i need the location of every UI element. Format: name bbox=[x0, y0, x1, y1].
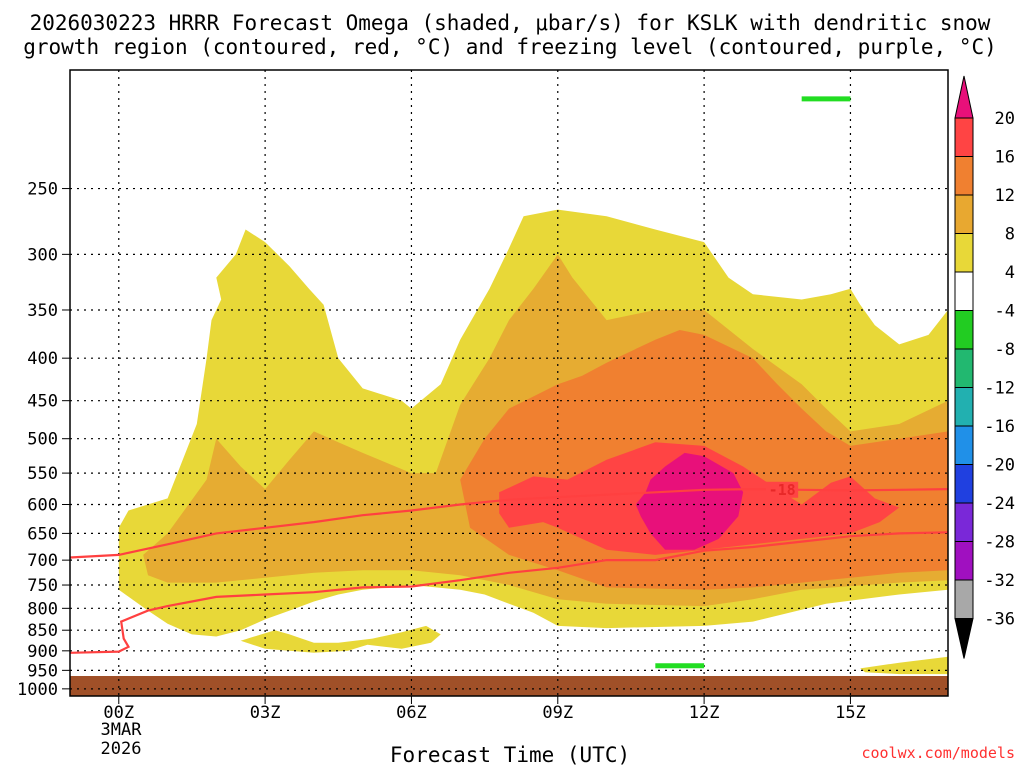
y-tick-label: 700 bbox=[27, 551, 58, 571]
chart-title-line2: growth region (contoured, red, °C) and f… bbox=[23, 35, 997, 59]
colorbar-level-label: -20 bbox=[984, 456, 1015, 476]
plot-area: -18 bbox=[69, 69, 949, 697]
colorbar-swatch-10 bbox=[954, 502, 974, 542]
colorbar-level-label: -32 bbox=[984, 571, 1015, 591]
colorbar-swatch-2 bbox=[954, 194, 974, 234]
colorbar-level-label: -36 bbox=[984, 610, 1015, 630]
colorbar-swatch-8 bbox=[954, 425, 974, 465]
colorbar-swatch-4 bbox=[954, 271, 974, 311]
colorbar-swatch-11 bbox=[954, 541, 974, 581]
y-tick-label: 550 bbox=[27, 464, 58, 484]
chart-title-line1: 2026030223 HRRR Forecast Omega (shaded, … bbox=[30, 11, 991, 35]
colorbar-level-label: 8 bbox=[1005, 225, 1015, 245]
colorbar: 20 16 12 8 4 -4 -8 -12 -16 -20 -24 -28 -32 -36 bbox=[954, 75, 1015, 659]
dendritic-isotherm-line-0 bbox=[69, 487, 949, 559]
colorbar-swatch-12 bbox=[954, 579, 974, 619]
plot-frame bbox=[69, 69, 949, 697]
colorbar-top-triangle bbox=[954, 75, 974, 119]
y-tick-label: 850 bbox=[27, 621, 58, 641]
colorbar-level-label: 20 bbox=[995, 109, 1015, 129]
x-axis-label: Forecast Time (UTC) bbox=[390, 743, 630, 767]
colorbar-swatch-7 bbox=[954, 387, 974, 427]
y-tick-label: 400 bbox=[27, 349, 58, 369]
colorbar-level-label: -28 bbox=[984, 533, 1015, 553]
colorbar-swatch-3 bbox=[954, 233, 974, 273]
x-date-year: 2026 bbox=[101, 739, 142, 759]
x-tick-label: 09Z bbox=[542, 703, 573, 723]
colorbar-swatch-1 bbox=[954, 156, 974, 196]
colorbar-level-label: 4 bbox=[1005, 263, 1015, 283]
y-tick-label: 950 bbox=[27, 661, 58, 681]
isotherm-label-bg bbox=[766, 481, 799, 498]
y-tick-label: 600 bbox=[27, 496, 58, 516]
x-axis-time: 00Z 03Z 06Z 09Z 12Z 15Z bbox=[103, 696, 866, 723]
y-axis-pressure: 2503003504004505005506006507007508008509… bbox=[17, 180, 70, 700]
ground-fill bbox=[70, 675, 948, 696]
colorbar-level-label: -8 bbox=[995, 340, 1015, 360]
omega-region->20-6 bbox=[635, 452, 744, 550]
x-tick-label: 00Z bbox=[103, 703, 134, 723]
colorbar-level-label: -4 bbox=[995, 302, 1015, 322]
x-date-month: 3MAR bbox=[101, 720, 143, 740]
x-tick-label: 06Z bbox=[396, 703, 427, 723]
x-tick-label: 03Z bbox=[250, 703, 281, 723]
omega-shaded-regions bbox=[118, 209, 949, 675]
y-tick-label: 250 bbox=[27, 180, 58, 200]
colorbar-level-label: 12 bbox=[995, 186, 1015, 206]
y-tick-label: 500 bbox=[27, 430, 58, 450]
ground-layer bbox=[70, 675, 948, 696]
omega-region-4-8-1 bbox=[240, 625, 441, 653]
colorbar-swatch-6 bbox=[954, 348, 974, 388]
contour-lines: -18 bbox=[69, 481, 949, 654]
y-tick-label: 1000 bbox=[17, 680, 58, 700]
colorbar-level-label: 16 bbox=[995, 148, 1015, 168]
y-tick-label: 750 bbox=[27, 576, 58, 596]
x-tick-label: 12Z bbox=[689, 703, 720, 723]
y-tick-label: 350 bbox=[27, 301, 58, 321]
freezing-level-marks bbox=[655, 96, 851, 669]
y-tick-label: 450 bbox=[27, 392, 58, 412]
omega-region-4-8-2 bbox=[860, 656, 948, 675]
isotherm-label: -18 bbox=[769, 481, 796, 499]
colorbar-swatch-5 bbox=[954, 310, 974, 350]
y-tick-label: 300 bbox=[27, 245, 58, 265]
y-tick-label: 650 bbox=[27, 524, 58, 544]
colorbar-level-label: -12 bbox=[984, 379, 1015, 399]
dendritic-isotherm-line-1 bbox=[69, 531, 949, 654]
colorbar-swatch-0 bbox=[954, 117, 974, 157]
colorbar-level-label: -24 bbox=[984, 494, 1015, 514]
colorbar-bottom-triangle bbox=[954, 618, 974, 659]
y-tick-label: 800 bbox=[27, 599, 58, 619]
colorbar-swatch-9 bbox=[954, 464, 974, 504]
colorbar-level-label: -16 bbox=[984, 417, 1015, 437]
x-tick-label: 15Z bbox=[835, 703, 866, 723]
credit-text: coolwx.com/models bbox=[861, 744, 1015, 762]
y-tick-label: 900 bbox=[27, 642, 58, 662]
